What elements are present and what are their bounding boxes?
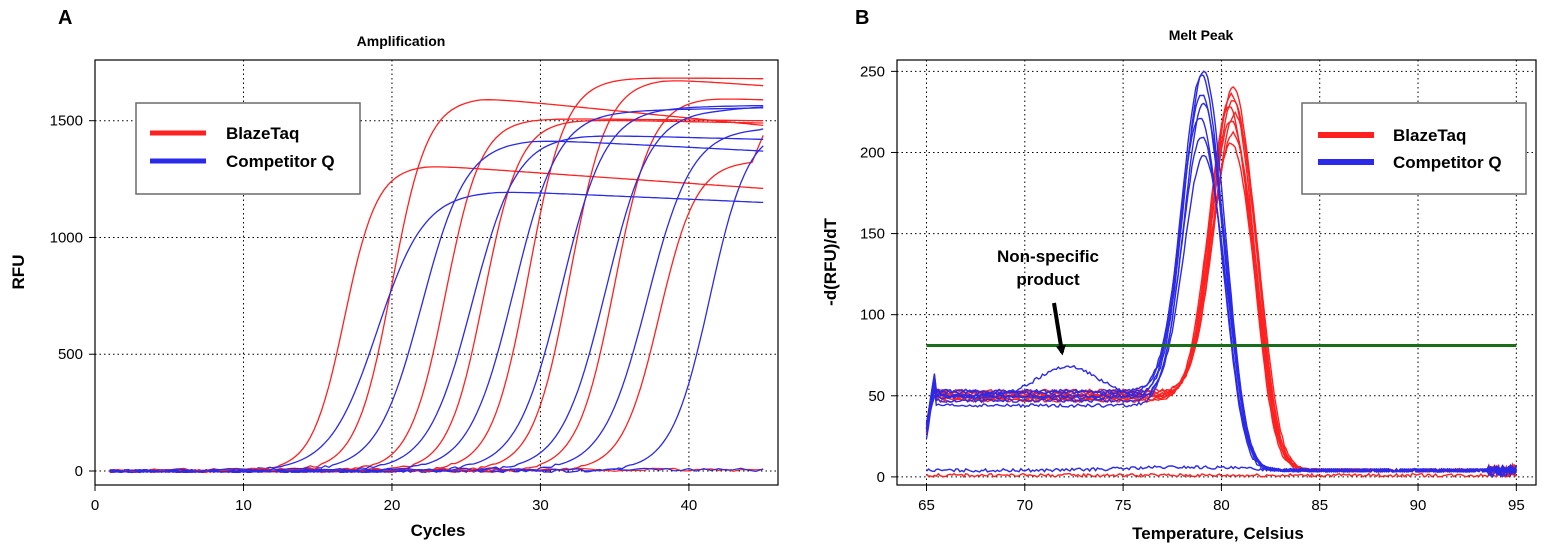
competitor-q-melt-curve [925, 102, 1517, 477]
y-tick-label: 150 [860, 226, 885, 243]
annotation-line-2: product [1016, 270, 1080, 289]
axis-ticks-a: 0 10 20 30 40 0 500 1000 1500 [50, 113, 698, 514]
x-axis-label-b: Temperature, Celsius [1132, 524, 1304, 543]
x-tick-label: 10 [235, 497, 252, 514]
y-tick-label: 1500 [50, 113, 83, 130]
x-tick-label: 85 [1311, 497, 1328, 514]
annotation-arrow [1052, 302, 1066, 356]
panel-letter-b: B [855, 7, 869, 29]
series-lines-b [925, 70, 1517, 479]
legend-label-blazetaq-b: BlazeTaq [1393, 126, 1466, 145]
annotation-line-1: Non-specific [997, 247, 1099, 266]
x-tick-label: 0 [91, 497, 99, 514]
panel-a: A Amplification 0 10 20 30 40 0 500 1000 1500 Cy… [9, 7, 779, 540]
y-axis-label-a: RFU [9, 255, 28, 290]
x-axis-label-a: Cycles [411, 521, 466, 540]
x-tick-label: 75 [1115, 497, 1132, 514]
series-lines-a [109, 77, 764, 474]
legend-label-competitor-b: Competitor Q [1393, 153, 1502, 172]
blazetaq-melt-curve [925, 472, 1517, 478]
annotation-nonspecific: Non-specific product [997, 247, 1099, 356]
x-tick-label: 20 [384, 497, 401, 514]
x-tick-label: 90 [1410, 497, 1427, 514]
y-tick-label: 1000 [50, 229, 83, 246]
x-tick-label: 65 [918, 497, 935, 514]
legend-a: BlazeTaq Competitor Q [135, 102, 361, 195]
x-tick-label: 70 [1016, 497, 1033, 514]
competitor-q-curve [109, 145, 764, 474]
y-tick-label: 500 [58, 346, 83, 363]
legend-label-competitor-a: Competitor Q [226, 152, 335, 171]
legend-label-blazetaq-a: BlazeTaq [226, 124, 299, 143]
y-tick-label: 0 [877, 469, 885, 486]
y-tick-label: 200 [860, 144, 885, 161]
x-tick-label: 80 [1213, 497, 1230, 514]
competitor-q-melt-curve [926, 465, 1517, 474]
chart-title-a: Amplification [357, 33, 446, 49]
y-tick-label: 50 [868, 388, 885, 405]
panel-b: B Melt Peak 65 70 75 80 85 90 95 0 50 100 150 200 25… [821, 7, 1537, 543]
x-tick-label: 40 [681, 497, 698, 514]
chart-title-b: Melt Peak [1169, 27, 1234, 43]
y-tick-label: 250 [860, 63, 885, 80]
panel-letter-a: A [58, 7, 72, 29]
legend-box-b [1301, 102, 1527, 195]
y-tick-label: 0 [75, 463, 83, 480]
x-tick-label: 30 [532, 497, 549, 514]
axis-ticks-b: 65 70 75 80 85 90 95 0 50 100 150 200 250 [860, 63, 1525, 514]
y-axis-label-b: -d(RFU)/dT [821, 217, 840, 305]
legend-b: BlazeTaq Competitor Q [1301, 102, 1527, 195]
legend-box-a [135, 102, 361, 195]
baseline-trace [109, 467, 764, 473]
x-tick-label: 95 [1508, 497, 1525, 514]
y-tick-label: 100 [860, 307, 885, 324]
